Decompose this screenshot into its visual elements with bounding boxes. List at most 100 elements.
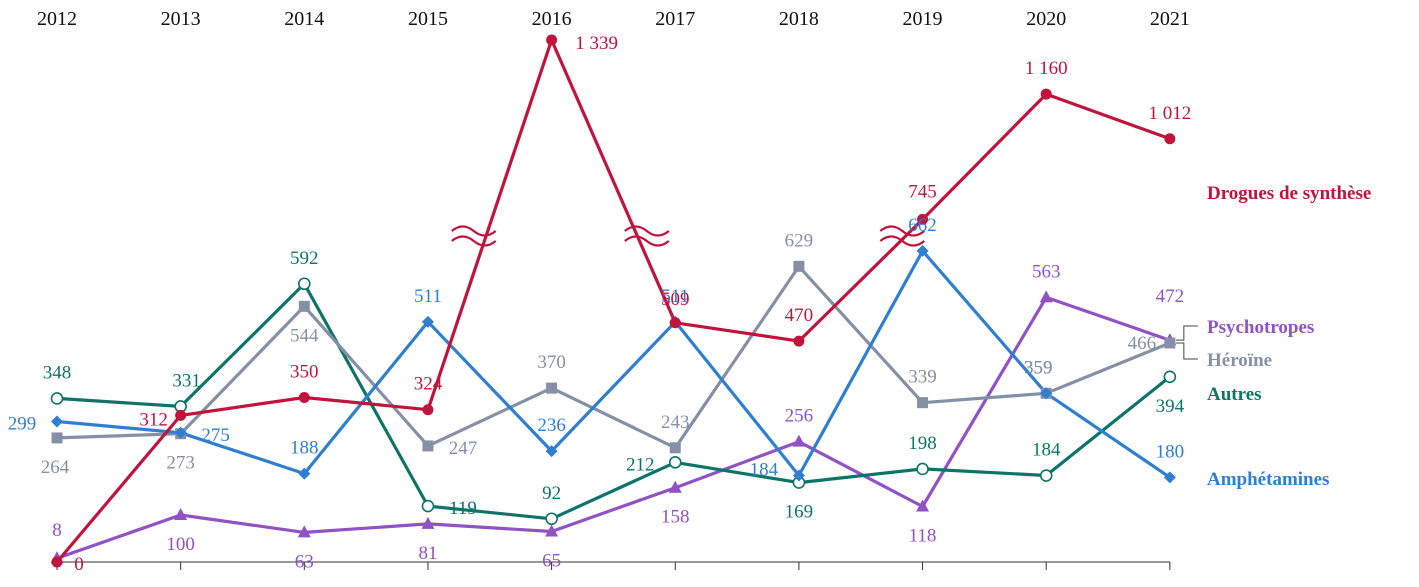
axis-break-mark: [451, 235, 497, 247]
data-label: 592: [290, 248, 319, 269]
data-label: 65: [542, 550, 561, 571]
data-label: 0: [74, 554, 84, 575]
series-line: [56, 264, 1171, 450]
point-marker: [1039, 469, 1053, 482]
data-label: 198: [908, 433, 937, 454]
point-marker: [297, 277, 311, 291]
data-label: 359: [1024, 357, 1053, 378]
point-marker: [792, 469, 805, 482]
data-label: 312: [139, 409, 168, 430]
x-axis: [56, 561, 1171, 570]
data-label: 184: [1032, 440, 1061, 461]
data-label: 745: [908, 181, 937, 202]
data-label: 256: [785, 406, 814, 427]
data-label: 662: [908, 215, 937, 236]
point-marker: [917, 397, 929, 409]
point-marker: [174, 508, 188, 520]
point-marker: [51, 556, 63, 568]
data-label: 119: [449, 498, 477, 519]
point-marker: [298, 392, 310, 403]
axis-break-mark: [624, 225, 670, 237]
point-marker: [422, 440, 434, 452]
point-marker: [545, 512, 558, 526]
legend-item: Héroïne: [1207, 350, 1272, 371]
data-label: 81: [418, 543, 437, 564]
data-label: 472: [1156, 286, 1185, 307]
data-label: 370: [537, 352, 566, 373]
data-label: 118: [909, 526, 937, 547]
series-lines: [55, 38, 1171, 564]
point-marker: [175, 409, 187, 421]
series-line: [56, 249, 1171, 479]
data-label: 212: [626, 454, 655, 475]
legend: Drogues de synthèse Amphétamines Héroïne Au…: [1175, 183, 1371, 490]
point-marker: [916, 499, 930, 512]
data-label: 236: [537, 415, 566, 436]
point-marker: [174, 426, 187, 439]
year-label: 2013: [161, 8, 201, 30]
data-label: 1 012: [1148, 103, 1191, 124]
point-marker: [421, 315, 434, 328]
legend-item: Autres: [1207, 384, 1262, 405]
data-label: 100: [166, 534, 195, 555]
data-label: 348: [43, 362, 72, 383]
point-marker: [545, 445, 558, 458]
point-marker: [1163, 471, 1176, 484]
data-label: 511: [661, 286, 689, 307]
year-label: 2014: [284, 8, 324, 30]
year-label: 2018: [779, 8, 819, 30]
data-label: 273: [166, 453, 195, 474]
series-line: [56, 282, 1171, 521]
year-label: 2017: [655, 8, 695, 30]
point-marker: [51, 415, 63, 428]
data-label: 1 160: [1025, 58, 1068, 79]
data-label: 63: [295, 551, 314, 572]
data-label: 511: [414, 286, 442, 307]
point-marker: [421, 499, 435, 513]
year-label: 2021: [1150, 8, 1190, 30]
point-marker: [668, 480, 682, 493]
data-label: 188: [290, 438, 319, 459]
point-marker: [916, 462, 929, 476]
legend-item: Amphétamines: [1207, 469, 1329, 490]
year-labels: 2012 2013 2014 2015 2016 2017 2018 2019 2020 2021: [37, 8, 1190, 30]
year-label: 2015: [408, 8, 448, 30]
data-label: 247: [449, 438, 478, 459]
data-label: 629: [785, 230, 814, 251]
point-marker: [546, 34, 558, 46]
series-line: [56, 295, 1171, 560]
point-marker: [1163, 370, 1177, 384]
point-marker: [1040, 387, 1053, 400]
point-marker: [1164, 337, 1176, 349]
legend-leader-line: [1175, 325, 1198, 341]
point-marker: [793, 260, 805, 272]
data-label: 184: [750, 460, 779, 481]
point-marker: [422, 404, 434, 416]
data-label: 394: [1156, 396, 1185, 417]
data-label: 8: [52, 520, 62, 541]
legend-item: Drogues de synthèse: [1207, 183, 1371, 204]
point-marker: [51, 432, 63, 444]
data-label: 324: [414, 374, 443, 395]
data-label: 92: [542, 483, 561, 504]
data-label: 158: [661, 507, 690, 528]
point-marker: [917, 213, 929, 225]
data-label: 563: [1032, 261, 1061, 282]
axis-break-mark: [879, 225, 926, 237]
data-label: 466: [1128, 333, 1157, 354]
point-marker: [669, 317, 681, 329]
data-label: 1 339: [575, 33, 618, 54]
legend-leader-line: [1175, 342, 1198, 360]
point-marker: [916, 244, 929, 257]
point-marker: [421, 516, 435, 529]
point-marker: [792, 434, 806, 447]
point-marker: [1039, 290, 1053, 303]
point-marker: [50, 392, 64, 405]
point-marker: [298, 300, 310, 312]
year-label: 2016: [532, 8, 572, 30]
axis-break-mark: [624, 235, 670, 247]
series-markers: [50, 34, 1177, 568]
point-marker: [545, 524, 559, 537]
year-label: 2019: [903, 8, 943, 30]
